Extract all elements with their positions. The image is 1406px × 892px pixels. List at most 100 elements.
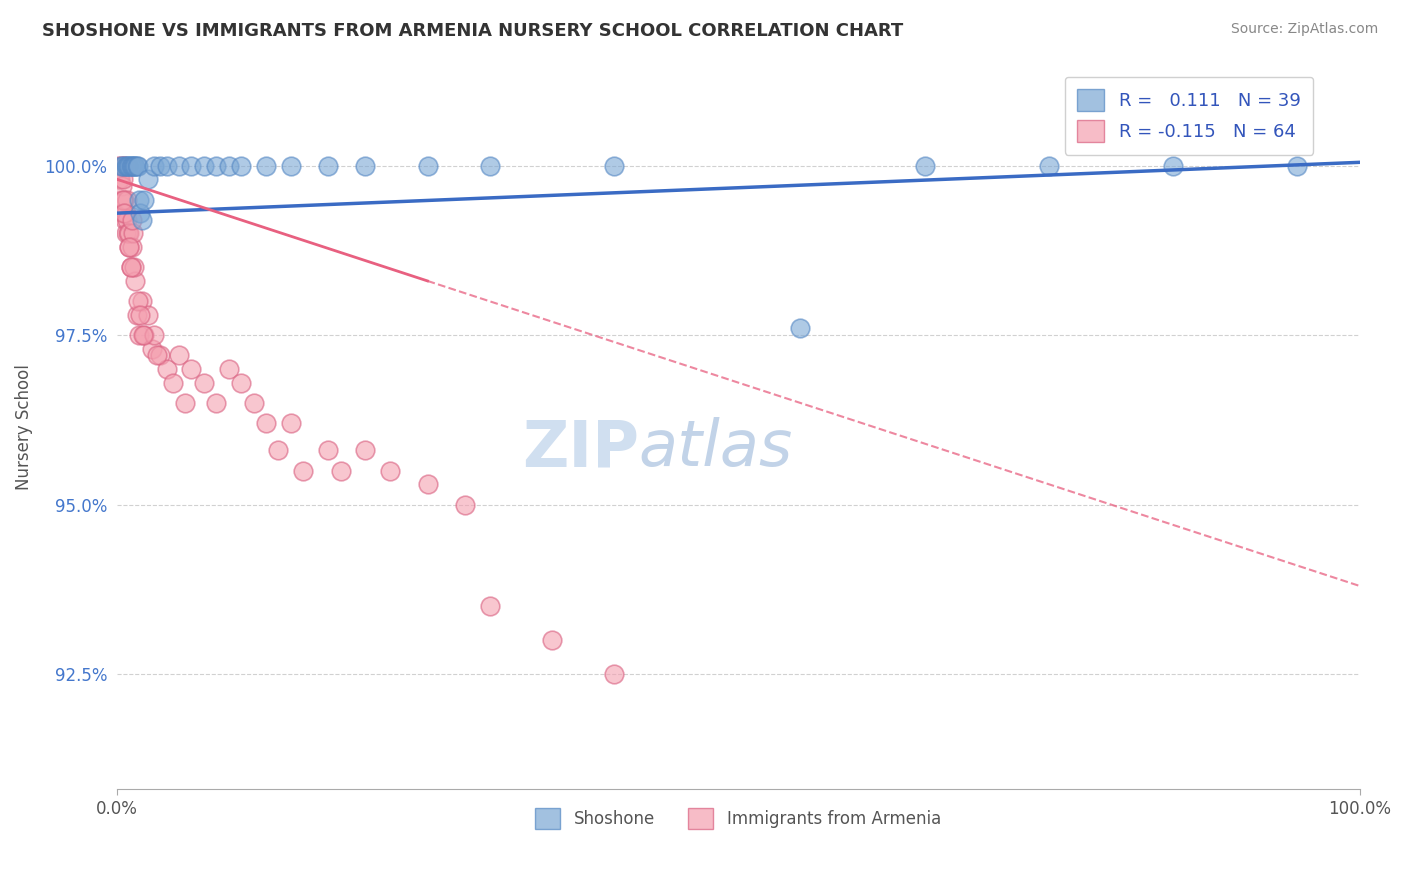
Point bbox=[114, 213, 136, 227]
Point bbox=[145, 349, 167, 363]
Point bbox=[121, 159, 143, 173]
Point bbox=[131, 294, 153, 309]
Point bbox=[128, 193, 150, 207]
Point bbox=[380, 464, 402, 478]
Point bbox=[478, 159, 501, 173]
Point bbox=[218, 159, 240, 173]
Legend: Shoshone, Immigrants from Armenia: Shoshone, Immigrants from Armenia bbox=[529, 802, 948, 835]
Point bbox=[110, 193, 132, 207]
Point bbox=[117, 240, 139, 254]
Point bbox=[121, 240, 143, 254]
Point bbox=[108, 172, 131, 186]
Point bbox=[136, 172, 159, 186]
Point bbox=[603, 159, 626, 173]
Point bbox=[174, 396, 197, 410]
Point bbox=[115, 206, 138, 220]
Point bbox=[112, 193, 135, 207]
Y-axis label: Nursery School: Nursery School bbox=[15, 364, 32, 490]
Point bbox=[229, 376, 252, 390]
Point bbox=[149, 159, 172, 173]
Point bbox=[111, 206, 134, 220]
Point bbox=[354, 443, 377, 458]
Point bbox=[125, 159, 148, 173]
Point bbox=[316, 159, 339, 173]
Point bbox=[280, 159, 302, 173]
Point bbox=[1286, 159, 1309, 173]
Point bbox=[914, 159, 936, 173]
Point bbox=[111, 179, 134, 194]
Text: atlas: atlas bbox=[638, 417, 793, 479]
Point bbox=[416, 159, 439, 173]
Point bbox=[125, 308, 148, 322]
Point bbox=[112, 206, 135, 220]
Point bbox=[254, 159, 277, 173]
Point bbox=[124, 274, 146, 288]
Point bbox=[127, 294, 149, 309]
Point bbox=[114, 159, 136, 173]
Point bbox=[112, 172, 135, 186]
Point bbox=[110, 159, 132, 173]
Point bbox=[540, 633, 562, 648]
Point bbox=[603, 667, 626, 681]
Point bbox=[131, 213, 153, 227]
Point bbox=[229, 159, 252, 173]
Point bbox=[127, 159, 149, 173]
Point bbox=[167, 159, 190, 173]
Point bbox=[118, 227, 141, 241]
Point bbox=[122, 227, 145, 241]
Point bbox=[789, 321, 811, 335]
Text: Source: ZipAtlas.com: Source: ZipAtlas.com bbox=[1230, 22, 1378, 37]
Point bbox=[280, 416, 302, 430]
Point bbox=[117, 213, 139, 227]
Point bbox=[254, 416, 277, 430]
Point bbox=[267, 443, 290, 458]
Point bbox=[117, 227, 139, 241]
Point bbox=[118, 240, 141, 254]
Point bbox=[193, 376, 215, 390]
Point bbox=[122, 159, 145, 173]
Text: SHOSHONE VS IMMIGRANTS FROM ARMENIA NURSERY SCHOOL CORRELATION CHART: SHOSHONE VS IMMIGRANTS FROM ARMENIA NURS… bbox=[42, 22, 904, 40]
Point bbox=[1161, 159, 1184, 173]
Point bbox=[205, 159, 228, 173]
Point bbox=[292, 464, 315, 478]
Point bbox=[129, 308, 152, 322]
Point bbox=[316, 443, 339, 458]
Point bbox=[143, 328, 166, 343]
Point bbox=[416, 477, 439, 491]
Point bbox=[136, 308, 159, 322]
Point bbox=[478, 599, 501, 614]
Point bbox=[121, 213, 143, 227]
Point bbox=[205, 396, 228, 410]
Point bbox=[120, 159, 142, 173]
Point bbox=[193, 159, 215, 173]
Point bbox=[124, 159, 146, 173]
Point bbox=[122, 159, 145, 173]
Point bbox=[112, 159, 135, 173]
Point bbox=[132, 328, 155, 343]
Point bbox=[134, 328, 156, 343]
Point bbox=[122, 260, 145, 275]
Point bbox=[242, 396, 264, 410]
Point bbox=[120, 260, 142, 275]
Text: ZIP: ZIP bbox=[522, 417, 638, 479]
Point bbox=[143, 159, 166, 173]
Point bbox=[329, 464, 352, 478]
Point bbox=[141, 342, 163, 356]
Point bbox=[117, 159, 139, 173]
Point bbox=[180, 362, 202, 376]
Point bbox=[354, 159, 377, 173]
Point bbox=[120, 260, 142, 275]
Point bbox=[107, 159, 129, 173]
Point bbox=[115, 193, 138, 207]
Point bbox=[149, 349, 172, 363]
Point bbox=[115, 159, 138, 173]
Point bbox=[155, 159, 177, 173]
Point bbox=[129, 206, 152, 220]
Point bbox=[1038, 159, 1060, 173]
Point bbox=[108, 172, 131, 186]
Point bbox=[180, 159, 202, 173]
Point bbox=[134, 193, 156, 207]
Point bbox=[162, 376, 184, 390]
Point bbox=[155, 362, 177, 376]
Point bbox=[118, 159, 141, 173]
